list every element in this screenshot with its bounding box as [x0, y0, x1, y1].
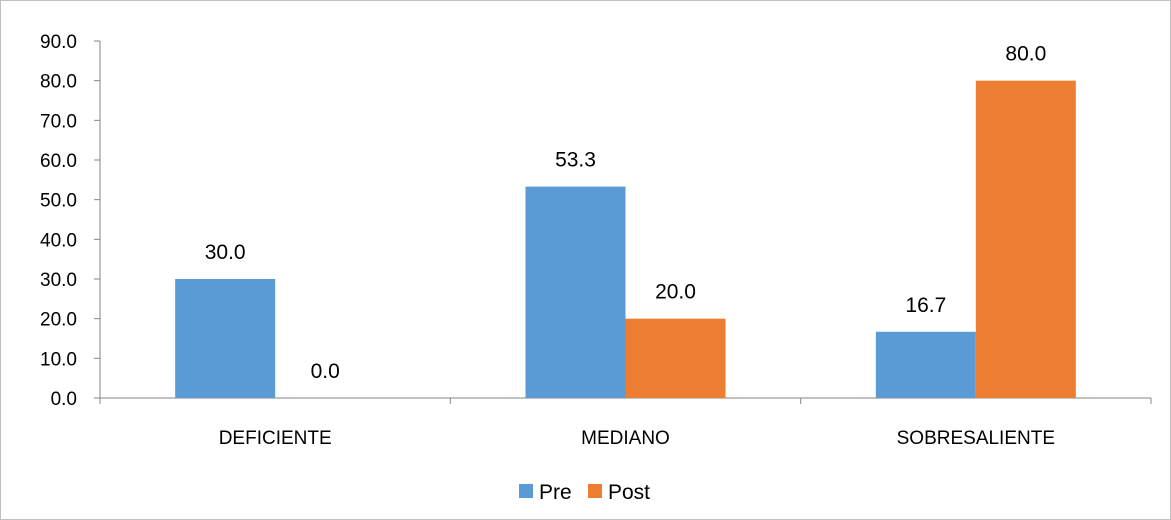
- legend-label-post: Post: [608, 481, 650, 504]
- data-label-pre-sobresaliente: 16.7: [905, 294, 946, 317]
- legend-swatch-post: [588, 484, 602, 498]
- data-label-pre-deficiente: 30.0: [205, 241, 246, 264]
- y-tick-label: 90.0: [40, 32, 77, 53]
- y-tick-label: 40.0: [40, 230, 77, 251]
- y-tick-label: 50.0: [40, 191, 77, 212]
- y-tick-label: 80.0: [40, 72, 77, 93]
- bar-post-mediano: [625, 318, 726, 398]
- data-label-post-sobresaliente: 80.0: [1005, 43, 1046, 66]
- legend-label-pre: Pre: [539, 481, 572, 504]
- bar-pre-deficiente: [175, 279, 276, 398]
- y-tick-label: 20.0: [40, 310, 77, 331]
- data-label-post-deficiente: 0.0: [311, 360, 340, 383]
- chart-bars: [175, 80, 1076, 399]
- legend-swatch-pre: [519, 484, 533, 498]
- chart-data-labels: 30.0 0.0 53.3 20.0 16.7 80.0: [205, 43, 1047, 383]
- x-category-label-sobresaliente: SOBRESALIENTE: [897, 428, 1055, 449]
- bar-post-sobresaliente: [975, 80, 1076, 399]
- y-tick-label: 0.0: [51, 389, 77, 410]
- y-tick-label: 60.0: [40, 151, 77, 172]
- data-label-post-mediano: 20.0: [655, 281, 696, 304]
- x-category-label-mediano: MEDIANO: [581, 428, 670, 449]
- chart-legend: Pre Post: [519, 481, 650, 504]
- y-tick-label: 70.0: [40, 111, 77, 132]
- bar-pre-sobresaliente: [875, 331, 976, 398]
- y-tick-label: 30.0: [40, 270, 77, 291]
- chart-axes: 0.0 10.0 20.0 30.0 40.0 50.0 60.0 70.0 80.0 90.0 D…: [40, 32, 1152, 449]
- x-category-label-deficiente: DEFICIENTE: [219, 428, 332, 449]
- bar-pre-mediano: [525, 186, 626, 398]
- data-label-pre-mediano: 53.3: [555, 149, 596, 172]
- y-tick-label: 10.0: [40, 349, 77, 370]
